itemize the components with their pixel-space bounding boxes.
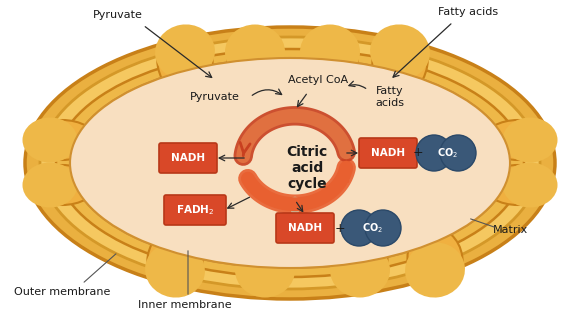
Text: NADH: NADH (371, 148, 405, 158)
Text: CO$_2$: CO$_2$ (437, 146, 459, 160)
Ellipse shape (341, 210, 377, 246)
Text: NADH: NADH (288, 223, 322, 233)
Ellipse shape (332, 228, 387, 292)
Ellipse shape (405, 242, 465, 298)
Text: cycle: cycle (287, 177, 327, 191)
FancyBboxPatch shape (359, 138, 417, 168)
Text: Matrix: Matrix (492, 225, 528, 235)
Ellipse shape (28, 165, 96, 205)
Ellipse shape (407, 228, 463, 292)
Ellipse shape (484, 120, 552, 160)
Text: acid: acid (291, 161, 323, 175)
Text: NADH: NADH (171, 153, 205, 163)
Ellipse shape (155, 24, 215, 80)
Ellipse shape (40, 37, 540, 289)
Ellipse shape (28, 120, 96, 160)
Ellipse shape (440, 135, 476, 171)
Ellipse shape (157, 27, 213, 97)
Ellipse shape (56, 49, 524, 277)
Ellipse shape (370, 24, 430, 80)
Ellipse shape (416, 135, 452, 171)
Ellipse shape (225, 24, 285, 80)
Ellipse shape (70, 58, 510, 268)
Ellipse shape (330, 242, 390, 298)
Text: Pyruvate: Pyruvate (190, 92, 240, 102)
Ellipse shape (372, 27, 428, 97)
Text: +: + (335, 221, 345, 235)
Ellipse shape (484, 165, 552, 205)
Ellipse shape (235, 242, 295, 298)
Text: FADH$_2$: FADH$_2$ (176, 203, 214, 217)
Ellipse shape (25, 27, 555, 299)
Ellipse shape (23, 117, 78, 162)
Text: Citric: Citric (287, 145, 328, 159)
Text: Fatty acids: Fatty acids (438, 7, 498, 17)
Ellipse shape (23, 162, 78, 207)
Ellipse shape (70, 58, 510, 268)
Ellipse shape (237, 228, 292, 292)
Text: Outer membrane: Outer membrane (14, 287, 110, 297)
Ellipse shape (300, 24, 360, 80)
Ellipse shape (502, 162, 557, 207)
Ellipse shape (502, 117, 557, 162)
Ellipse shape (147, 228, 202, 292)
Ellipse shape (303, 27, 357, 97)
Text: Pyruvate: Pyruvate (93, 10, 143, 20)
Text: Fatty
acids: Fatty acids (375, 86, 404, 108)
Ellipse shape (145, 242, 205, 298)
Text: Acetyl CoA: Acetyl CoA (288, 75, 348, 85)
Text: Inner membrane: Inner membrane (138, 300, 232, 310)
Text: +: + (413, 146, 423, 160)
Ellipse shape (227, 27, 282, 97)
Text: CO$_2$: CO$_2$ (362, 221, 383, 235)
FancyBboxPatch shape (164, 195, 226, 225)
FancyBboxPatch shape (159, 143, 217, 173)
FancyBboxPatch shape (276, 213, 334, 243)
Ellipse shape (365, 210, 401, 246)
